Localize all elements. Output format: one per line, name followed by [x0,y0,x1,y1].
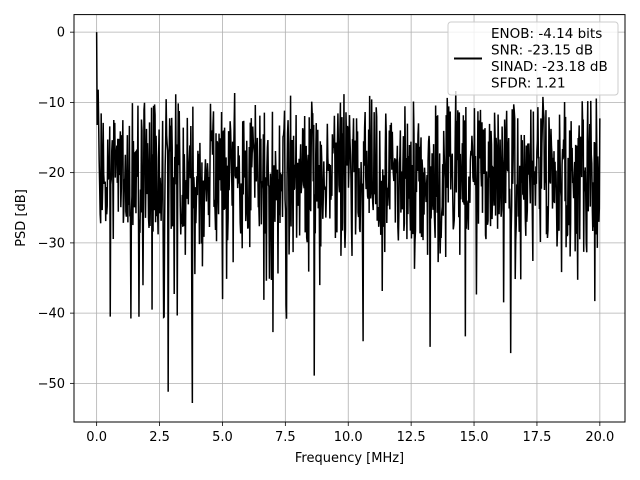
legend: ENOB: -4.14 bits SNR: -23.15 dB SINAD: -23… [447,21,619,96]
x-tick-label: 12.5 [397,430,426,445]
axes-frame [73,14,626,423]
legend-label: ENOB: -4.14 bits SNR: -23.15 dB SINAD: -23… [491,26,608,92]
y-tick-label: −40 [38,307,65,322]
y-tick-label: 0 [57,26,65,41]
y-tick-label: −20 [38,166,65,181]
y-tick-label: −30 [38,236,65,251]
x-tick-label: 0.0 [86,430,107,445]
x-tick-label: 20.0 [585,430,614,445]
x-tick-label: 10.0 [334,430,363,445]
psd-series-line [95,32,601,404]
legend-line-0: ENOB: -4.14 bits [491,26,602,42]
x-tick-label: 15.0 [460,430,489,445]
x-tick-label: 5.0 [212,430,233,445]
legend-line-1: SNR: -23.15 dB [491,43,593,59]
y-ticks: 0 −10 −20 −30 −40 −50 [38,26,74,392]
y-tick-label: −50 [38,377,65,392]
x-ticks: 0.0 2.5 5.0 7.5 10.0 12.5 15.0 17.5 20.0 [86,422,614,445]
x-tick-label: 2.5 [149,430,170,445]
legend-box [447,21,619,96]
x-axis-label: Frequency [MHz] [295,451,404,466]
y-axis-label: PSD [dB] [14,189,29,247]
x-tick-label: 7.5 [275,430,296,445]
x-tick-label: 17.5 [522,430,551,445]
y-tick-label: −10 [38,96,65,111]
series-layer [95,32,601,404]
legend-line-2: SINAD: -23.18 dB [491,59,608,75]
legend-line-3: SFDR: 1.21 [491,76,566,92]
